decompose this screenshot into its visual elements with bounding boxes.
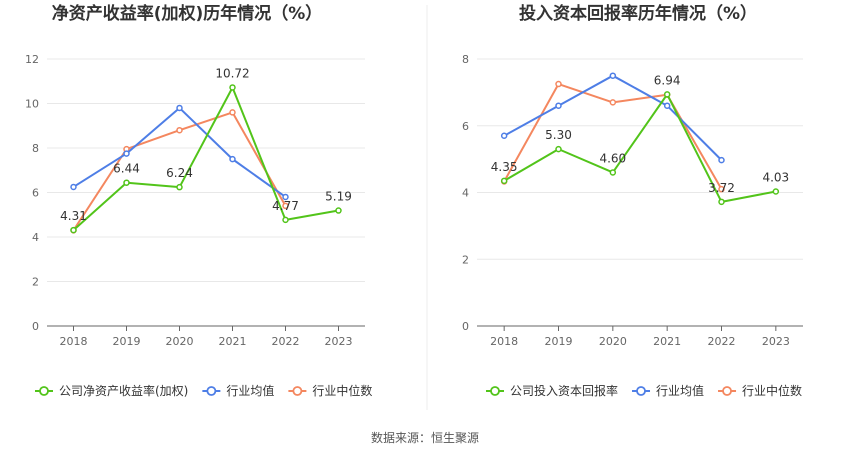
x-tick-label: 2019 <box>545 335 573 348</box>
data-point-avg <box>555 102 562 109</box>
legend-label: 行业中位数 <box>312 383 372 398</box>
data-point-avg <box>123 150 130 157</box>
y-tick-label: 8 <box>462 53 469 66</box>
data-point-company <box>555 145 562 153</box>
data-label: 6.44 <box>113 162 140 176</box>
data-point-company <box>335 207 342 214</box>
legend-label: 公司投入资本回报率 <box>510 383 618 398</box>
x-tick-label: 2022 <box>272 335 300 348</box>
x-tick-label: 2020 <box>166 335 194 348</box>
legend-label: 公司净资产收益率(加权) <box>59 383 188 398</box>
data-source: 数据来源：恒生聚源 <box>371 430 479 445</box>
data-label: 6.24 <box>166 166 193 180</box>
data-point-company <box>772 188 780 195</box>
y-tick-label: 8 <box>32 142 39 155</box>
y-tick-label: 2 <box>462 253 469 266</box>
y-tick-label: 4 <box>462 187 469 200</box>
data-point-avg <box>663 102 671 109</box>
x-tick-label: 2020 <box>599 335 627 348</box>
legend-item-median[interactable]: 行业中位数 <box>288 383 372 398</box>
series-line-avg <box>72 106 287 198</box>
x-tick-label: 2021 <box>219 335 247 348</box>
data-label: 10.72 <box>215 66 249 80</box>
data-point-median <box>718 185 725 193</box>
data-point-median <box>176 126 183 134</box>
data-label: 3.72 <box>708 181 735 195</box>
data-label: 4.31 <box>60 209 87 223</box>
chart-title: 净资产收益率(加权)历年情况（%） <box>52 3 323 24</box>
data-point-company <box>718 198 725 206</box>
y-tick-label: 4 <box>32 231 39 244</box>
legend-item-company[interactable]: 公司投入资本回报率 <box>486 383 618 398</box>
data-point-company <box>70 226 77 234</box>
series-line-avg <box>503 74 723 161</box>
x-tick-label: 2022 <box>708 335 736 348</box>
legend-item-median[interactable]: 行业中位数 <box>718 383 802 398</box>
legend-marker-icon <box>636 386 646 396</box>
legend-label: 行业均值 <box>226 383 274 398</box>
x-tick-label: 2023 <box>762 335 790 348</box>
data-label: 4.03 <box>762 170 789 184</box>
data-label: 5.30 <box>545 128 572 142</box>
data-label: 4.60 <box>599 151 626 165</box>
legend-label: 行业中位数 <box>742 383 802 398</box>
data-point-company <box>229 84 236 91</box>
x-tick-label: 2018 <box>490 335 518 348</box>
y-tick-label: 2 <box>32 276 39 289</box>
data-point-company <box>176 183 183 191</box>
legend-label: 行业均值 <box>656 383 704 398</box>
data-point-avg <box>282 193 289 201</box>
chart-title: 投入资本回报率历年情况（%） <box>519 3 757 24</box>
data-point-company <box>663 91 671 98</box>
legend-marker-icon <box>722 386 732 396</box>
y-tick-label: 6 <box>462 120 469 133</box>
data-point-median <box>282 202 289 210</box>
chart-2: 投入资本回报率历年情况（%） 0 2 4 6 8 2018 2019 2020 2021 2022 2… <box>462 3 803 398</box>
x-tick-label: 2023 <box>325 335 353 348</box>
data-label: 6.94 <box>654 73 681 87</box>
data-point-company <box>123 179 130 186</box>
series-line-company <box>503 93 777 203</box>
data-label: 4.35 <box>491 160 518 174</box>
x-tick-label: 2018 <box>60 335 88 348</box>
series-line-company <box>72 86 339 231</box>
y-tick-label: 10 <box>25 98 39 111</box>
y-tick-label: 0 <box>32 320 39 333</box>
x-tick-label: 2019 <box>113 335 141 348</box>
legend-item-avg[interactable]: 行业均值 <box>632 383 704 398</box>
data-point-avg <box>229 155 236 163</box>
y-tick-label: 6 <box>32 187 39 200</box>
x-tick-label: 2021 <box>653 335 681 348</box>
data-label: 4.77 <box>272 199 299 213</box>
data-point-median <box>609 99 617 106</box>
legend-marker-icon <box>490 386 500 396</box>
y-tick-label: 0 <box>462 320 469 333</box>
data-point-median <box>555 80 562 88</box>
data-point-avg <box>609 72 617 79</box>
legend-marker-icon <box>206 386 217 396</box>
data-point-company <box>282 216 289 224</box>
data-point-avg <box>718 156 725 164</box>
data-point-avg <box>176 104 183 112</box>
data-point-company <box>609 169 617 176</box>
legend-item-avg[interactable]: 行业均值 <box>202 383 274 398</box>
data-point-avg <box>500 132 508 140</box>
data-point-median <box>229 109 236 116</box>
data-point-company <box>500 177 508 185</box>
legend-marker-icon <box>292 386 303 396</box>
data-label: 5.19 <box>325 190 352 204</box>
data-point-avg <box>70 183 77 191</box>
y-tick-label: 12 <box>25 53 39 66</box>
chart-1: 净资产收益率(加权)历年情况（%） 0 2 4 6 8 10 12 2018 2019 2020 20… <box>25 3 372 398</box>
legend-marker-icon <box>39 386 49 396</box>
legend-item-company[interactable]: 公司净资产收益率(加权) <box>35 383 188 398</box>
